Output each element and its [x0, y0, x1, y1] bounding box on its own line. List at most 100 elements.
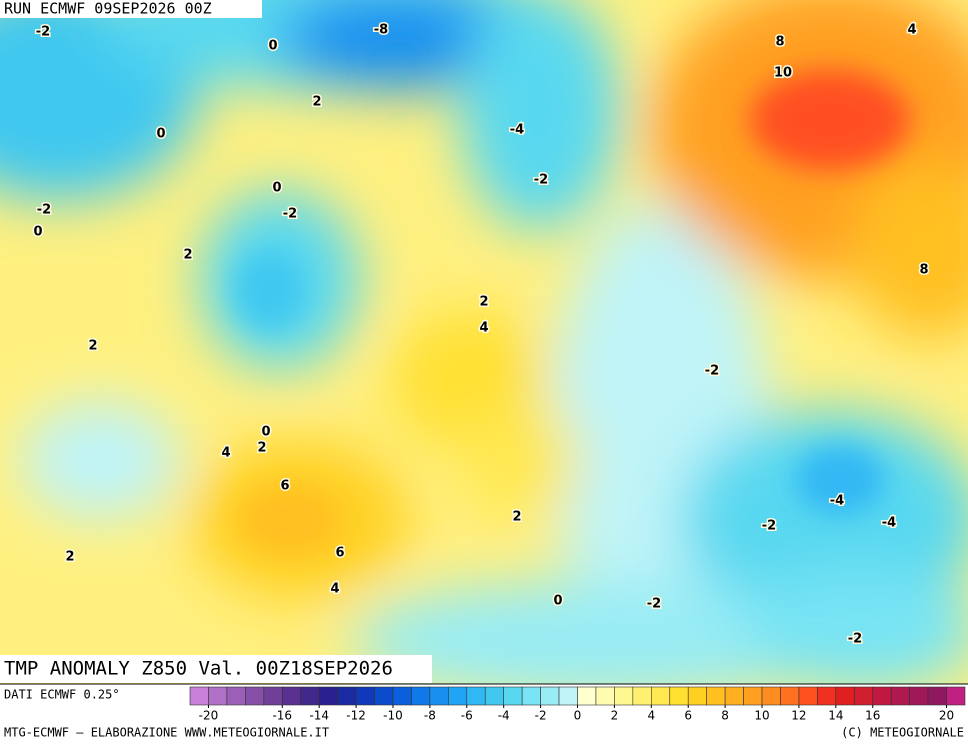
- colorbar-swatch: [540, 686, 560, 706]
- colorbar-tick-label: -8: [424, 709, 436, 723]
- colorbar-tick-label: -6: [461, 709, 473, 723]
- colorbar-swatch: [245, 686, 265, 706]
- contour-label: 6: [335, 546, 344, 561]
- contour-label: 2: [88, 339, 97, 354]
- colorbar-swatch: [706, 686, 726, 706]
- contour-label: 2: [512, 510, 521, 525]
- colorbar-swatch: [503, 686, 523, 706]
- colorbar-tick-label: -2: [535, 709, 547, 723]
- contour-label: 0: [261, 425, 270, 440]
- header-box: [0, 0, 262, 18]
- contour-label: 4: [221, 446, 230, 461]
- footer-right: (C) METEOGIORNALE: [841, 726, 964, 740]
- colorbar-tick-label: -4: [498, 709, 510, 723]
- colorbar-swatch: [798, 686, 818, 706]
- colorbar-tick-label: -12: [346, 709, 366, 723]
- colorbar-swatch: [226, 686, 246, 706]
- contour-label: -2: [647, 597, 661, 612]
- colorbar-swatch: [392, 686, 412, 706]
- contour-label: 0: [156, 127, 165, 142]
- colorbar-swatch: [743, 686, 763, 706]
- contour-label: 0: [33, 225, 42, 240]
- colorbar-swatch: [300, 686, 320, 706]
- colorbar-tick-label: 16: [865, 709, 880, 723]
- contour-label: 6: [280, 479, 289, 494]
- colorbar-swatch: [890, 686, 910, 706]
- colorbar-swatch: [946, 686, 966, 706]
- colorbar-tick-label: -20: [199, 709, 219, 723]
- colorbar-tick-label: 12: [791, 709, 806, 723]
- contour-label: -2: [283, 207, 297, 222]
- contour-label: 10: [774, 66, 792, 81]
- contour-label: -2: [762, 519, 776, 534]
- colorbar-swatch: [669, 686, 689, 706]
- colorbar-swatch: [521, 686, 541, 706]
- contour-label: 2: [183, 248, 192, 263]
- colorbar-swatch: [872, 686, 892, 706]
- colorbar-tick-label: 6: [684, 709, 692, 723]
- colorbar-tick-label: 10: [754, 709, 769, 723]
- colorbar-tick-label: 0: [574, 709, 582, 723]
- colorbar-tick-label: -14: [309, 709, 329, 723]
- colorbar-swatch: [355, 686, 375, 706]
- contour-label: 4: [907, 23, 916, 38]
- colorbar-swatch: [374, 686, 394, 706]
- contour-label: -4: [510, 123, 524, 138]
- colorbar-swatch: [909, 686, 929, 706]
- data-source: DATI ECMWF 0.25°: [4, 688, 120, 702]
- contour-label: 8: [919, 263, 928, 278]
- contour-label: -8: [374, 23, 388, 38]
- colorbar-swatch: [208, 686, 228, 706]
- anomaly-field: [0, 0, 968, 684]
- map-title: TMP ANOMALY Z850 Val. 00Z18SEP2026: [4, 658, 393, 680]
- colorbar-swatch: [429, 686, 449, 706]
- colorbar-swatch: [780, 686, 800, 706]
- colorbar-swatch: [448, 686, 468, 706]
- colorbar-swatch: [761, 686, 781, 706]
- colorbar-swatch: [484, 686, 504, 706]
- colorbar-swatch: [853, 686, 874, 706]
- colorbar-swatch: [411, 686, 431, 706]
- contour-label: 8: [775, 35, 784, 50]
- colorbar: -20 -16 -14 -12 -10 -8 -6 -4 -2 0 2 4 6 8 10 12 14 16 20: [189, 686, 966, 723]
- colorbar-swatch: [318, 686, 338, 706]
- contour-label: -4: [882, 516, 896, 531]
- colorbar-tick-label: -10: [383, 709, 403, 723]
- contour-label: -2: [848, 632, 862, 647]
- contour-label: 4: [479, 321, 488, 336]
- colorbar-swatch: [927, 686, 947, 706]
- colorbar-tick-label: -16: [272, 709, 292, 723]
- colorbar-swatch: [724, 686, 744, 706]
- contour-label: -2: [705, 364, 719, 379]
- title-box: [0, 655, 432, 683]
- colorbar-swatch: [632, 686, 652, 706]
- contour-label: 2: [312, 95, 321, 110]
- contour-label: -2: [534, 173, 548, 188]
- run-label: RUN ECMWF 09SEP2026 00Z: [4, 0, 212, 18]
- footer-left: MTG-ECMWF – ELABORAZIONE WWW.METEOGIORNA…: [4, 726, 329, 740]
- colorbar-swatch: [651, 686, 671, 706]
- colorbar-swatch: [281, 686, 302, 706]
- contour-label: 2: [257, 441, 266, 456]
- contour-label: 4: [330, 582, 339, 597]
- colorbar-swatch: [189, 686, 209, 706]
- colorbar-swatch: [558, 686, 578, 706]
- colorbar-swatch: [614, 686, 634, 706]
- colorbar-swatch: [263, 686, 283, 706]
- colorbar-swatch: [817, 686, 837, 706]
- colorbar-swatch: [466, 686, 486, 706]
- colorbar-swatch: [577, 686, 597, 706]
- contour-label: 2: [479, 295, 488, 310]
- colorbar-tick-label: 8: [721, 709, 729, 723]
- contour-label: 0: [553, 594, 562, 609]
- colorbar-swatch: [687, 686, 707, 706]
- contour-label: -4: [830, 494, 844, 509]
- colorbar-tick-label: 14: [828, 709, 843, 723]
- contour-label: 0: [268, 39, 277, 54]
- colorbar-swatch: [337, 686, 357, 706]
- contour-label: -2: [37, 203, 51, 218]
- contour-label: -2: [36, 25, 50, 40]
